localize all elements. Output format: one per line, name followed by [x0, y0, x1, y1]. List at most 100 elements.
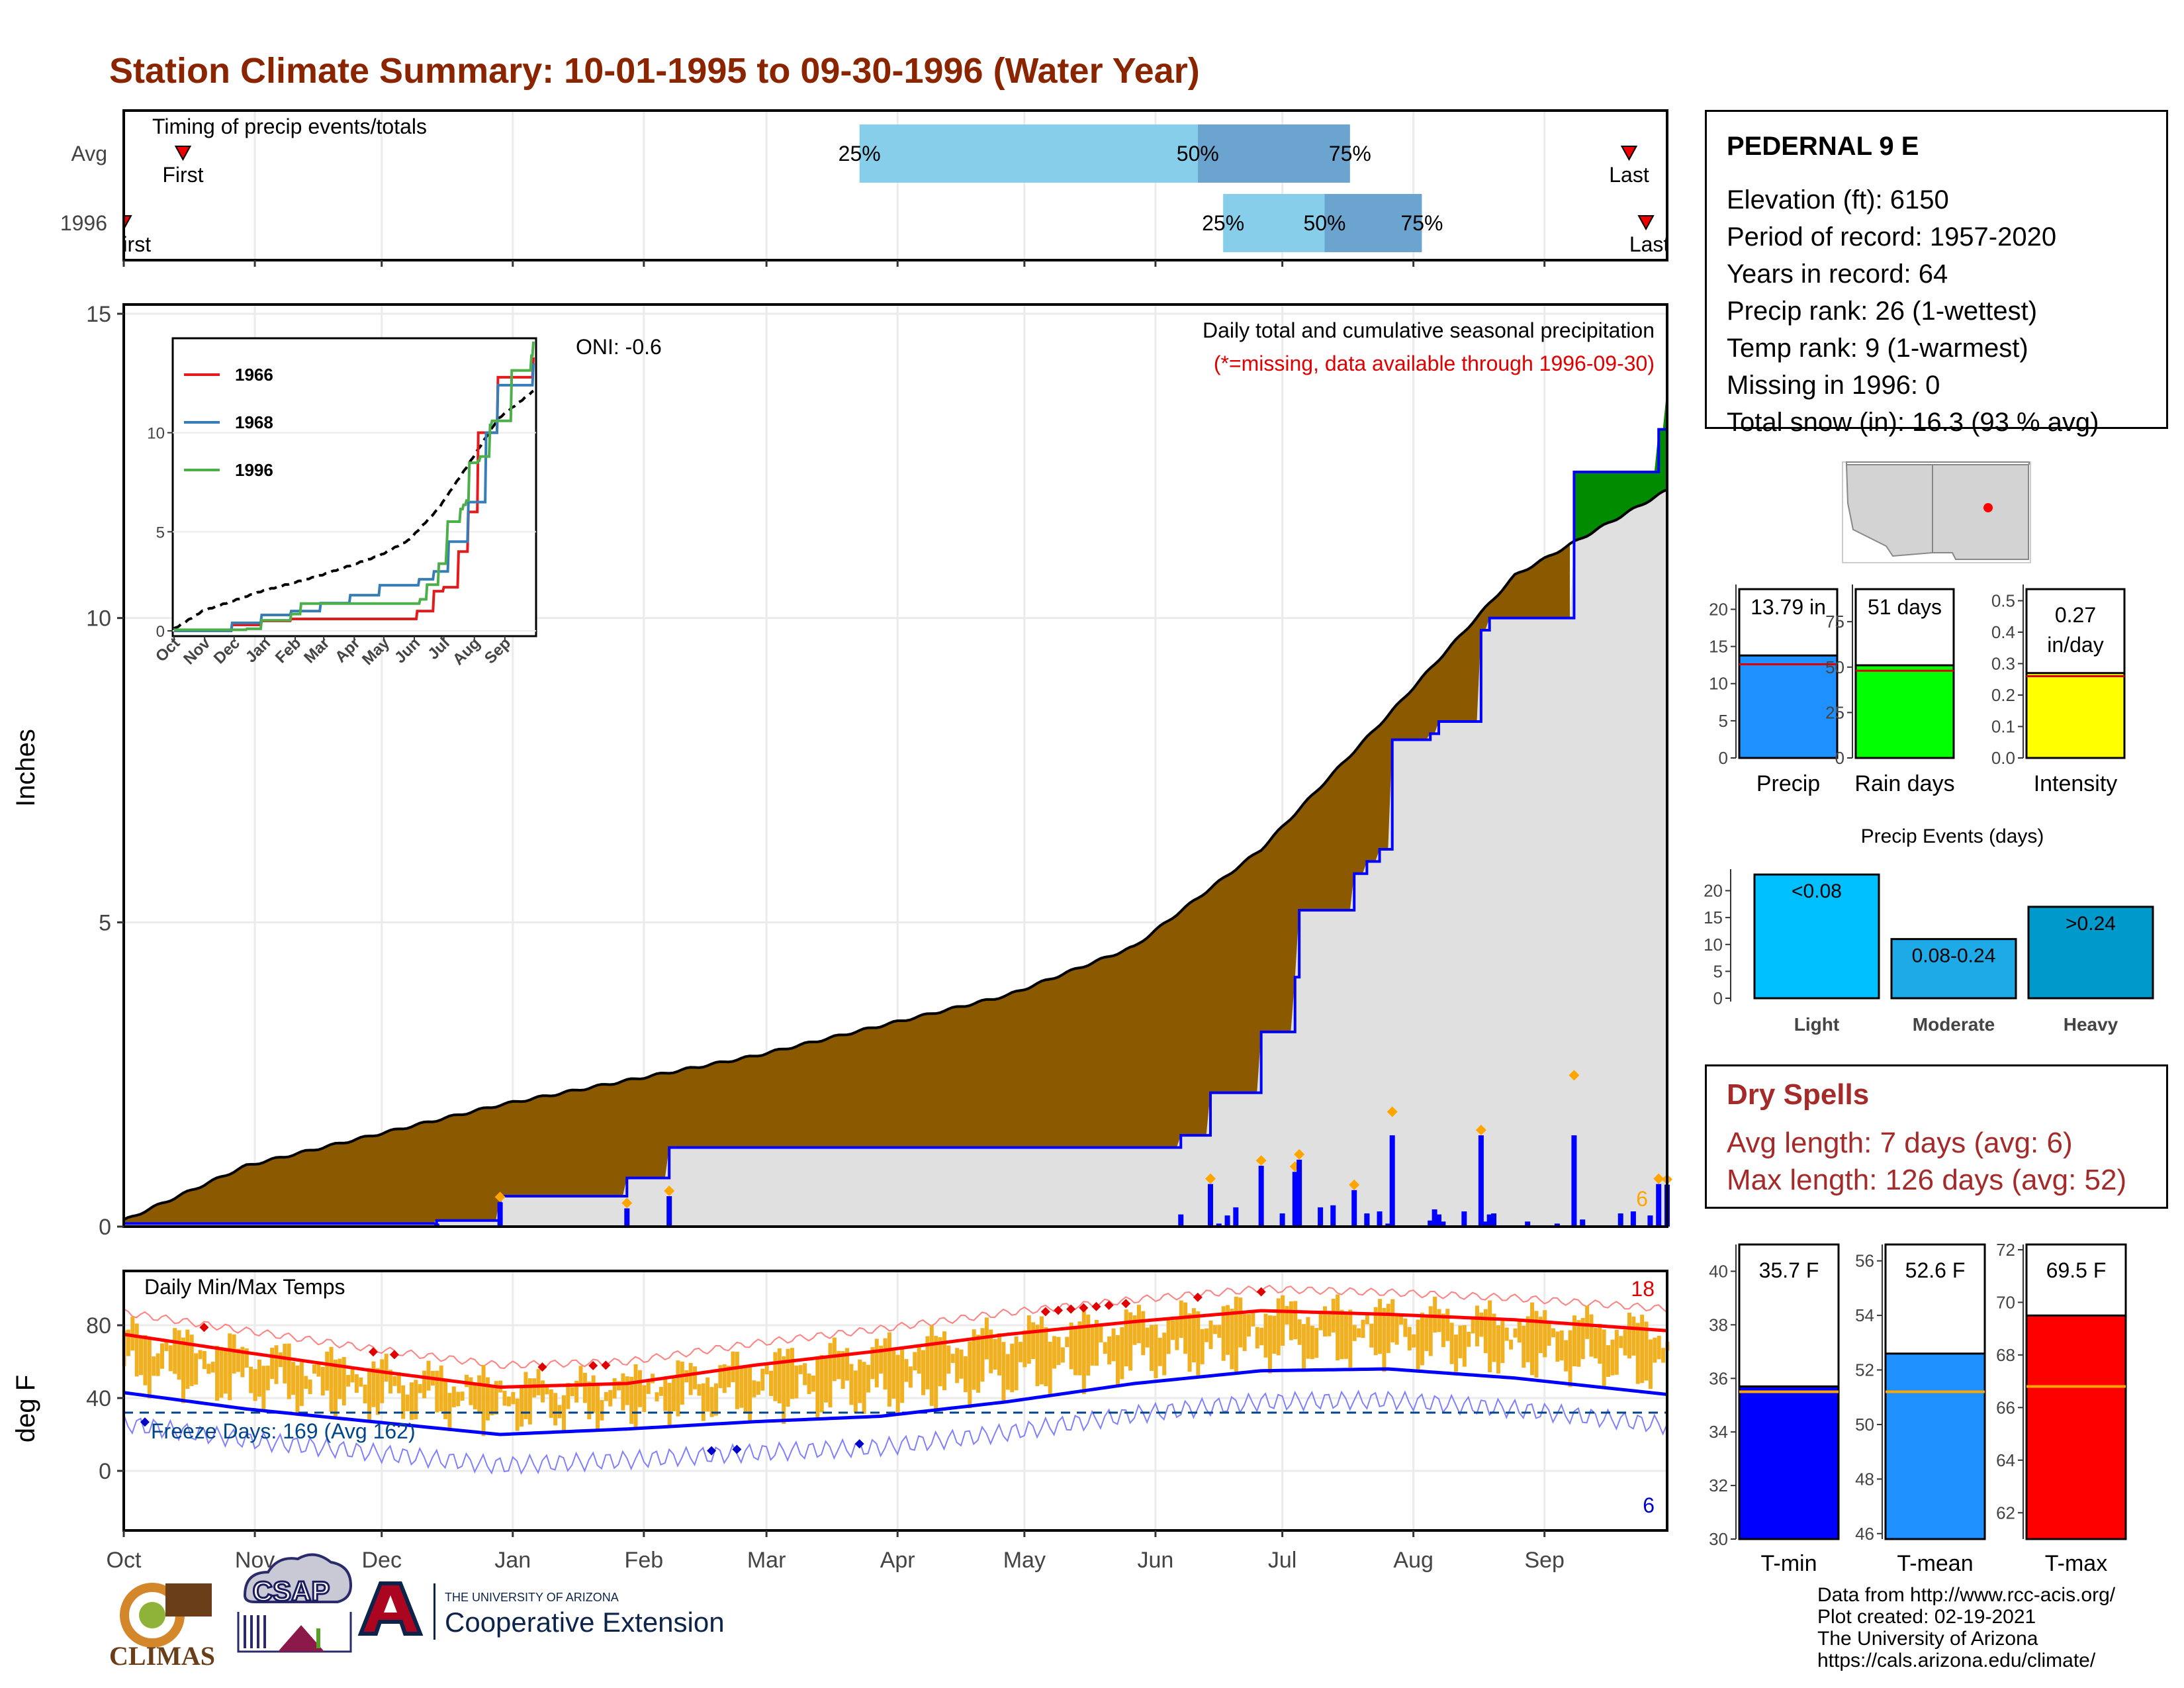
daily-temp-bar	[477, 1375, 482, 1414]
daily-temp-bar	[642, 1385, 647, 1413]
month-label-dec: Dec	[361, 1548, 401, 1573]
daily-temp-bar	[1255, 1327, 1259, 1348]
stat-bar-label-0: Precip	[1756, 771, 1820, 796]
precip-daily-bar	[1279, 1213, 1285, 1227]
daily-temp-bar	[582, 1372, 587, 1403]
daily-temp-bar	[807, 1373, 811, 1394]
month-label-oct: Oct	[107, 1548, 142, 1573]
daily-temp-bar	[925, 1336, 930, 1389]
daily-temp-bar	[278, 1352, 283, 1368]
daily-temp-bar	[240, 1346, 245, 1378]
stat-bars: 0 5 10 15 20 13.79 in Precip 0 25 50 75 51 days Rain…	[1709, 585, 2126, 796]
daily-temp-bar	[1018, 1342, 1023, 1362]
daily-temp-bar	[325, 1351, 330, 1391]
events-ytick-label: 15	[1704, 908, 1723, 927]
daily-temp-bar	[460, 1391, 465, 1401]
daily-temp-bar	[824, 1358, 829, 1403]
precip-base-area	[124, 489, 1667, 1227]
temp-ytick-label: 0	[99, 1459, 111, 1484]
events-bar-value-heavy: >0.24	[2066, 913, 2116, 935]
precip-daily-bar	[1178, 1214, 1184, 1227]
record-high-marker	[1066, 1304, 1076, 1314]
month-label-feb: Feb	[625, 1548, 664, 1573]
precip-average-line	[123, 488, 1668, 1221]
daily-temp-bar	[1428, 1306, 1433, 1356]
stat-bar-ytick-label: 15	[1709, 637, 1728, 657]
month-label-mar: Mar	[747, 1548, 786, 1573]
timing-bar-q3	[1197, 124, 1350, 183]
daily-temp-bar	[194, 1353, 199, 1385]
daily-temp-bar	[1221, 1306, 1226, 1361]
timing-first-label: First	[110, 232, 151, 256]
precip-daily-bar	[1318, 1207, 1324, 1227]
daily-temp-bar	[608, 1389, 613, 1407]
daily-temp-bar	[1056, 1336, 1061, 1366]
daily-temp-bar	[168, 1345, 173, 1372]
daily-temp-bar	[1648, 1339, 1653, 1389]
precip-daily-bar	[1440, 1221, 1446, 1227]
daily-temp-bar	[283, 1343, 287, 1383]
daily-temp-bar	[752, 1380, 756, 1397]
station-location-marker	[1983, 503, 1993, 512]
daily-temp-bar	[655, 1392, 659, 1401]
daily-temp-bar	[1525, 1316, 1530, 1362]
precip-daily-bar	[1207, 1184, 1213, 1227]
logos: CLIMAS CSAP THE UNIVERSITY OF ARIZONA Co…	[109, 1553, 725, 1671]
daily-temp-bar	[215, 1346, 220, 1401]
precip-daily-bar	[1389, 1135, 1395, 1227]
daily-temp-bar	[566, 1383, 570, 1409]
daily-temp-bar	[1483, 1309, 1488, 1354]
ua-big-text: Cooperative Extension	[445, 1607, 725, 1638]
daily-temp-bar	[849, 1364, 854, 1405]
daily-temp-bar	[439, 1365, 443, 1412]
daily-temp-bar	[545, 1383, 549, 1395]
daily-temp-bar	[1259, 1327, 1264, 1346]
daily-temp-bar	[396, 1372, 401, 1393]
daily-temp-bar	[773, 1352, 778, 1401]
state-map	[1842, 461, 2031, 563]
daily-temp-bar	[392, 1376, 397, 1386]
ua-logo: THE UNIVERSITY OF ARIZONA Cooperative Ex…	[357, 1581, 725, 1640]
daily-temp-bar	[1310, 1325, 1314, 1360]
stat-bar-value-2	[2025, 672, 2126, 759]
timing-last-label: Last	[1629, 232, 1670, 256]
daily-temp-bar	[1640, 1315, 1645, 1383]
daily-temp-bar	[409, 1382, 414, 1420]
daily-temp-bar	[621, 1373, 625, 1411]
daily-temp-bar	[629, 1376, 634, 1424]
daily-temp-bar	[1187, 1313, 1192, 1372]
daily-temp-bar	[384, 1354, 388, 1382]
events-ytick-label: 10	[1704, 935, 1723, 955]
daily-temp-bar	[803, 1363, 807, 1385]
precip-daily-bar	[1486, 1214, 1492, 1227]
daily-temp-bar	[959, 1349, 964, 1379]
precip-daily-bar	[624, 1208, 630, 1227]
daily-temp-bar	[1158, 1337, 1162, 1366]
record-high-marker	[1256, 1287, 1266, 1297]
month-label-jun: Jun	[1138, 1548, 1174, 1573]
daily-temp-bar	[494, 1381, 498, 1415]
temp-bar-ytick-label: 68	[1996, 1345, 2015, 1365]
temp-ytick-label: 40	[86, 1386, 111, 1411]
daily-temp-bar	[401, 1385, 406, 1419]
temp-ytick-label: 80	[86, 1313, 111, 1338]
daily-temp-bar	[515, 1398, 520, 1431]
oni-label: ONI: -0.6	[576, 335, 662, 359]
timing-bar-q3	[1324, 194, 1422, 252]
temp-stat-bars: 30 32 34 36 38 40 35.7 F T-min 46 48 50 52 54 56 52.6 …	[1709, 1240, 2127, 1576]
daily-temp-bar	[156, 1353, 160, 1376]
daily-temp-bar	[908, 1366, 913, 1388]
daily-temp-bar	[883, 1338, 887, 1390]
credit-url: https://cals.arizona.edu/climate/	[1817, 1650, 2096, 1671]
temp-bar-value-text-1: 52.6 F	[1905, 1258, 1966, 1282]
station-years: Years in record: 64	[1727, 259, 1948, 289]
daily-temp-bar	[164, 1342, 169, 1352]
daily-temp-bar	[1230, 1309, 1234, 1370]
station-snow: Total snow (in): 16.3 (93 % avg)	[1727, 408, 2099, 437]
events-ytick-label: 20	[1704, 881, 1723, 901]
events-ytick-label: 5	[1713, 961, 1723, 981]
page-title: Station Climate Summary: 10-01-1995 to 0…	[109, 51, 1200, 91]
record-high-marker	[1091, 1301, 1101, 1311]
daily-temp-bar	[942, 1331, 946, 1391]
daily-temp-bar	[633, 1364, 638, 1428]
